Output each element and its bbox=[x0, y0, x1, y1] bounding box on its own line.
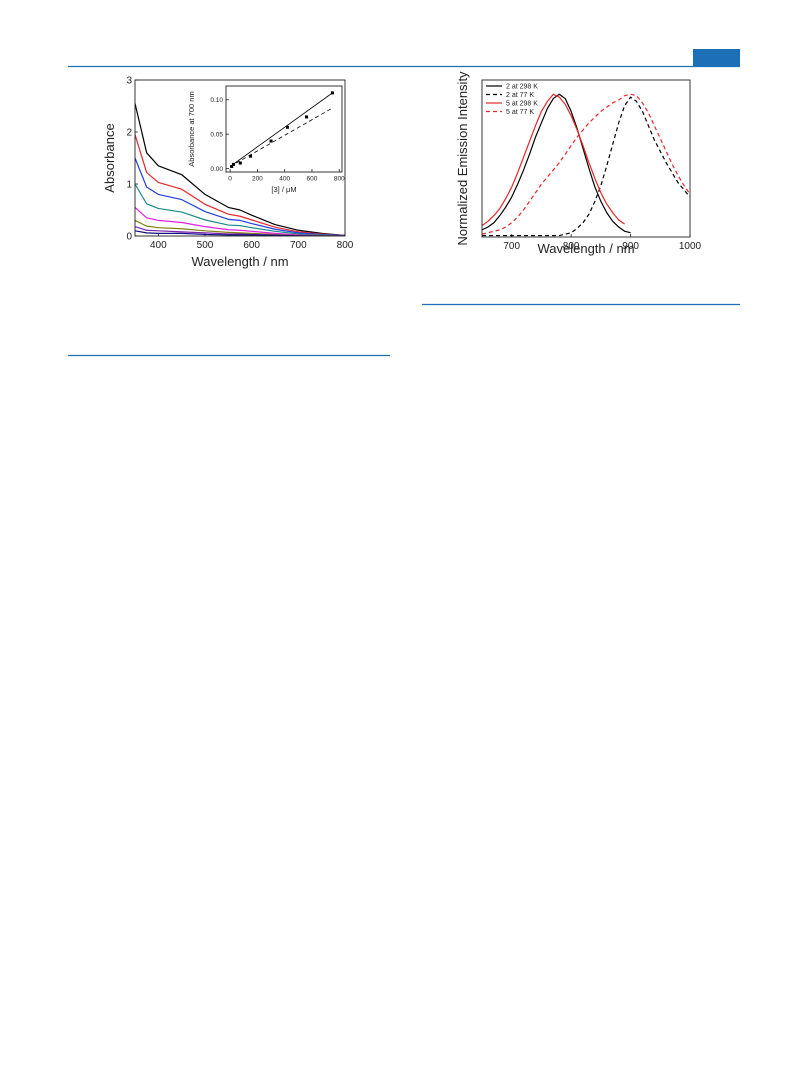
plot-area bbox=[229, 91, 334, 168]
series-line bbox=[135, 103, 345, 236]
y-tick-label: 1 bbox=[126, 180, 132, 191]
data-point bbox=[249, 154, 253, 158]
series-line bbox=[482, 93, 690, 235]
x-tick-label: 600 bbox=[307, 176, 318, 183]
x-tick-label: 400 bbox=[150, 240, 167, 251]
legend-label: 2 at 298 K bbox=[506, 84, 538, 91]
data-point bbox=[285, 125, 289, 129]
y-tick-label: 3 bbox=[126, 76, 132, 87]
data-point bbox=[238, 161, 242, 165]
y-axis-label: Absorbance bbox=[102, 123, 117, 192]
x-tick-label: 0 bbox=[228, 176, 232, 183]
series-line bbox=[135, 134, 345, 236]
legend-label: 5 at 77 K bbox=[506, 109, 534, 116]
y-tick-label: 2 bbox=[126, 128, 132, 139]
y-tick-label: 0.10 bbox=[210, 97, 223, 104]
plot-frame bbox=[481, 79, 691, 238]
y-tick-label: 0.05 bbox=[210, 131, 223, 138]
series-line bbox=[135, 230, 345, 236]
y-axis-label: Absorbance at 700 nm bbox=[187, 91, 196, 166]
x-tick-label: 800 bbox=[334, 176, 345, 183]
x-tick-label: 400 bbox=[279, 176, 290, 183]
plot-frame bbox=[225, 85, 343, 173]
x-axis-label: Wavelength / nm bbox=[537, 241, 634, 256]
y-axis-label: Normalized Emission Intensity bbox=[455, 71, 470, 246]
series-line bbox=[229, 92, 333, 167]
data-point bbox=[305, 115, 309, 119]
x-axis-label: [3] / μM bbox=[271, 185, 296, 194]
data-point bbox=[230, 164, 234, 168]
chart: 700 800 900 1000 Wavelength / nm Normalized E… bbox=[455, 71, 702, 256]
chart: 0 200 400 600 800 0.00 0.05 0.10 [3] / μM Absorba… bbox=[187, 85, 345, 194]
data-point bbox=[269, 139, 273, 143]
x-axis-label: Wavelength / nm bbox=[191, 254, 288, 269]
legend-label: 2 at 77 K bbox=[506, 92, 534, 99]
y-tick-label: 0 bbox=[126, 232, 132, 243]
x-tick-label: 600 bbox=[243, 240, 260, 251]
header-tab bbox=[693, 49, 740, 66]
series-line bbox=[135, 183, 345, 236]
series-line bbox=[482, 93, 631, 234]
x-tick-label: 700 bbox=[290, 240, 307, 251]
y-tick-label: 0.00 bbox=[210, 166, 223, 173]
plot-area bbox=[135, 103, 345, 236]
legend-label: 5 at 298 K bbox=[506, 101, 538, 108]
series-line bbox=[229, 107, 333, 167]
x-tick-label: 200 bbox=[252, 176, 263, 183]
x-tick-label: 700 bbox=[503, 241, 520, 252]
x-tick-label: 800 bbox=[337, 240, 354, 251]
series-line bbox=[135, 157, 345, 236]
plot-frame bbox=[134, 79, 346, 237]
series-line bbox=[482, 93, 625, 227]
x-tick-label: 900 bbox=[622, 241, 639, 252]
x-tick-label: 800 bbox=[563, 241, 580, 252]
chart: 400 500 600 700 800 0 1 2 3 Wavelength / nm Absorb… bbox=[102, 76, 354, 270]
x-tick-label: 1000 bbox=[679, 241, 702, 252]
plot-area bbox=[482, 93, 690, 237]
x-tick-label: 500 bbox=[197, 240, 214, 251]
